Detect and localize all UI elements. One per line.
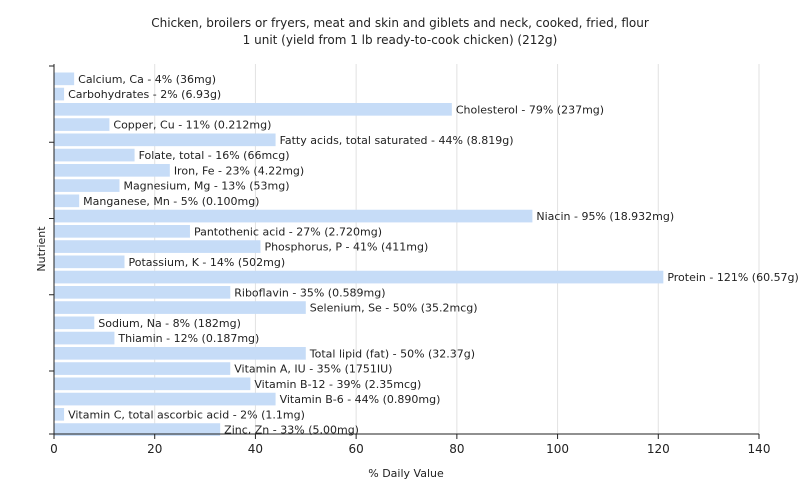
bar-label: Vitamin C, total ascorbic acid - 2% (1.1… (68, 408, 305, 421)
x-tick-label: 20 (147, 442, 162, 456)
bar-label: Carbohydrates - 2% (6.93g) (68, 88, 221, 101)
bar (54, 331, 115, 345)
bar-label: Pantothenic acid - 27% (2.720mg) (194, 225, 382, 238)
bar-label: Sodium, Na - 8% (182mg) (98, 317, 241, 330)
bar-label: Vitamin B-12 - 39% (2.35mcg) (254, 378, 421, 391)
bar (54, 164, 170, 177)
bar-label: Folate, total - 16% (66mcg) (139, 149, 290, 162)
bar (54, 194, 80, 208)
bar (54, 392, 276, 406)
bar (54, 423, 221, 436)
bar-label: Niacin - 95% (18.932mg) (536, 210, 674, 223)
bar-label: Potassium, K - 14% (502mg) (129, 256, 286, 269)
bar-label: Total lipid (fat) - 50% (32.37g) (309, 347, 475, 360)
bar-label: Riboflavin - 35% (0.589mg) (234, 286, 385, 299)
bar (54, 225, 190, 238)
bar (54, 103, 452, 116)
bar-label: Vitamin B-6 - 44% (0.890mg) (280, 393, 441, 406)
bar-label: Cholesterol - 79% (237mg) (456, 103, 604, 116)
bar (54, 209, 533, 223)
bar (54, 133, 276, 147)
bar-label: Phosphorus, P - 41% (411mg) (264, 241, 428, 254)
x-tick-label: 40 (248, 442, 263, 456)
chart-subtitle: 1 unit (yield from 1 lb ready-to-cook ch… (243, 33, 558, 47)
bar-label: Calcium, Ca - 4% (36mg) (78, 73, 216, 86)
bar (54, 408, 65, 421)
bar (54, 316, 95, 330)
bar-label: Zinc, Zn - 33% (5.00mg) (224, 424, 359, 437)
bar (54, 118, 110, 131)
bar-label: Selenium, Se - 50% (35.2mcg) (310, 302, 478, 315)
x-tick-label: 140 (748, 442, 771, 456)
bar-label: Manganese, Mn - 5% (0.100mg) (83, 195, 259, 208)
bar-label: Fatty acids, total saturated - 44% (8.81… (280, 134, 514, 147)
x-axis-label: % Daily Value (368, 467, 444, 480)
axes-group: 0 20 40 60 80 100 120 140 (49, 64, 770, 456)
bar (54, 148, 135, 162)
bar-label: Copper, Cu - 11% (0.212mg) (113, 119, 271, 132)
chart-title: Chicken, broilers or fryers, meat and sk… (151, 16, 649, 30)
x-tick-label: 100 (546, 442, 569, 456)
bars-group: Calcium, Ca - 4% (36mg) Carbohydrates - 2… (54, 72, 799, 437)
x-tick-label: 120 (647, 442, 670, 456)
bar (54, 240, 261, 253)
y-axis-label: Nutrient (35, 226, 48, 272)
x-tick-label: 80 (449, 442, 464, 456)
bar-label: Protein - 121% (60.57g) (667, 271, 799, 284)
bar-label: Vitamin A, IU - 35% (1751IU) (234, 363, 392, 376)
x-tick-label: 60 (349, 442, 364, 456)
bar (54, 179, 120, 192)
bar (54, 301, 306, 314)
bar (54, 362, 231, 375)
bar (54, 72, 75, 86)
x-tick-label: 0 (50, 442, 58, 456)
bar-label: Thiamin - 12% (0.187mg) (117, 332, 259, 345)
bar-label: Magnesium, Mg - 13% (53mg) (123, 180, 289, 193)
bar (54, 255, 125, 269)
bar (54, 377, 251, 391)
bar (54, 286, 231, 299)
bar-label: Iron, Fe - 23% (4.22mg) (174, 164, 304, 177)
bar (54, 347, 306, 360)
bar (54, 270, 664, 284)
bar (54, 87, 65, 101)
